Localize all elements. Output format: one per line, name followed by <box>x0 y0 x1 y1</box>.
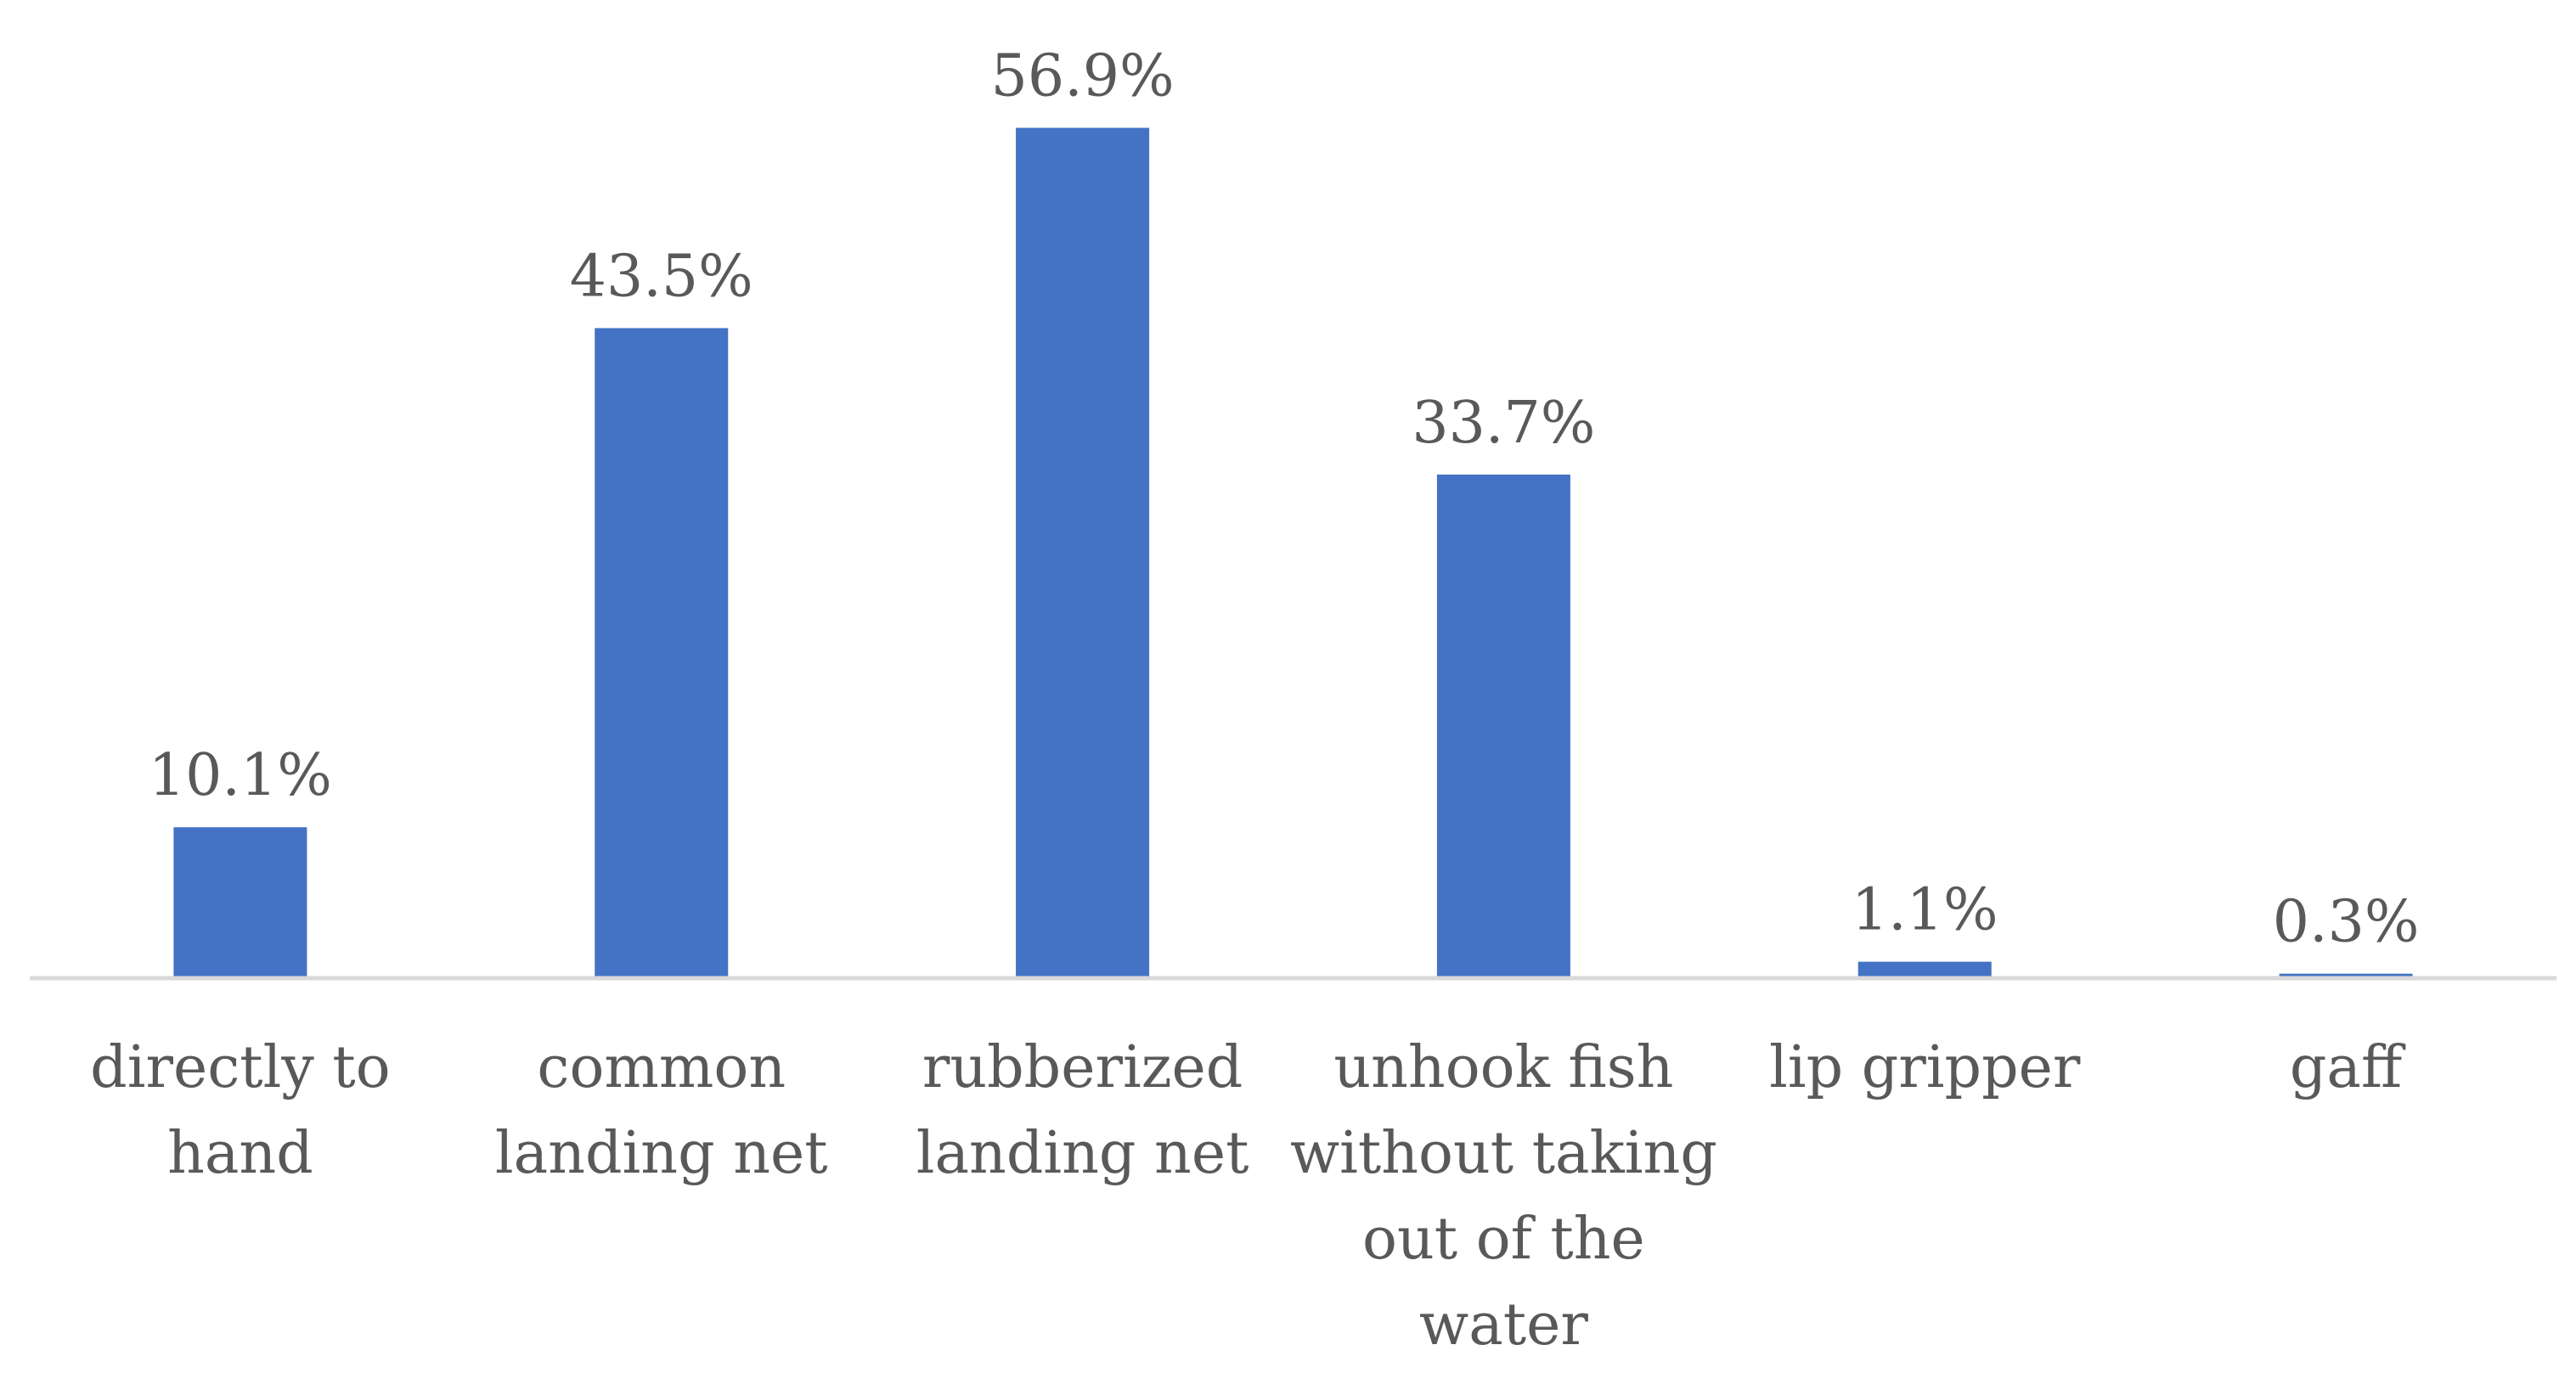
category-label-0-line-0: directly to <box>90 1034 390 1101</box>
data-label-1: 43.5% <box>570 243 753 310</box>
data-label-0: 10.1% <box>149 742 332 809</box>
data-label-2: 56.9% <box>991 43 1175 110</box>
category-label-4-line-0: lip gripper <box>1769 1034 2081 1101</box>
category-label-0: directly to hand <box>90 1034 390 1187</box>
category-label-5-line-0: gaff <box>2290 1034 2406 1101</box>
bars-layer <box>173 127 2413 978</box>
category-label-2: rubberized landing net <box>916 1034 1249 1187</box>
category-label-3-line-3: water <box>1419 1292 1588 1359</box>
category-label-5: gaff <box>2290 1034 2406 1101</box>
category-label-1-line-0: common <box>537 1034 786 1101</box>
category-label-3: unhook fish without taking out of the water <box>1290 1034 1717 1359</box>
category-label-0-line-1: hand <box>167 1120 313 1187</box>
bar-0 <box>173 827 307 978</box>
category-label-1: common landing net <box>495 1034 828 1187</box>
category-label-3-line-0: unhook fish <box>1333 1034 1673 1101</box>
data-label-4: 1.1% <box>1852 877 1998 944</box>
category-label-3-line-1: without taking <box>1290 1120 1717 1187</box>
bar-5 <box>2279 973 2413 978</box>
bar-3 <box>1436 474 1570 978</box>
bar-2 <box>1016 127 1150 978</box>
category-label-2-line-0: rubberized <box>922 1034 1243 1101</box>
bar-1 <box>595 328 729 978</box>
data-label-5: 0.3% <box>2273 889 2420 956</box>
category-label-1-line-1: landing net <box>495 1120 828 1187</box>
data-label-3: 33.7% <box>1412 390 1595 457</box>
category-label-3-line-2: out of the <box>1362 1206 1645 1273</box>
category-label-2-line-1: landing net <box>916 1120 1249 1187</box>
bar-4 <box>1857 961 1992 978</box>
data-labels-layer: 10.1% 43.5% 56.9% 33.7% 1.1% 0.3% <box>149 43 2420 956</box>
category-label-4: lip gripper <box>1769 1034 2081 1101</box>
